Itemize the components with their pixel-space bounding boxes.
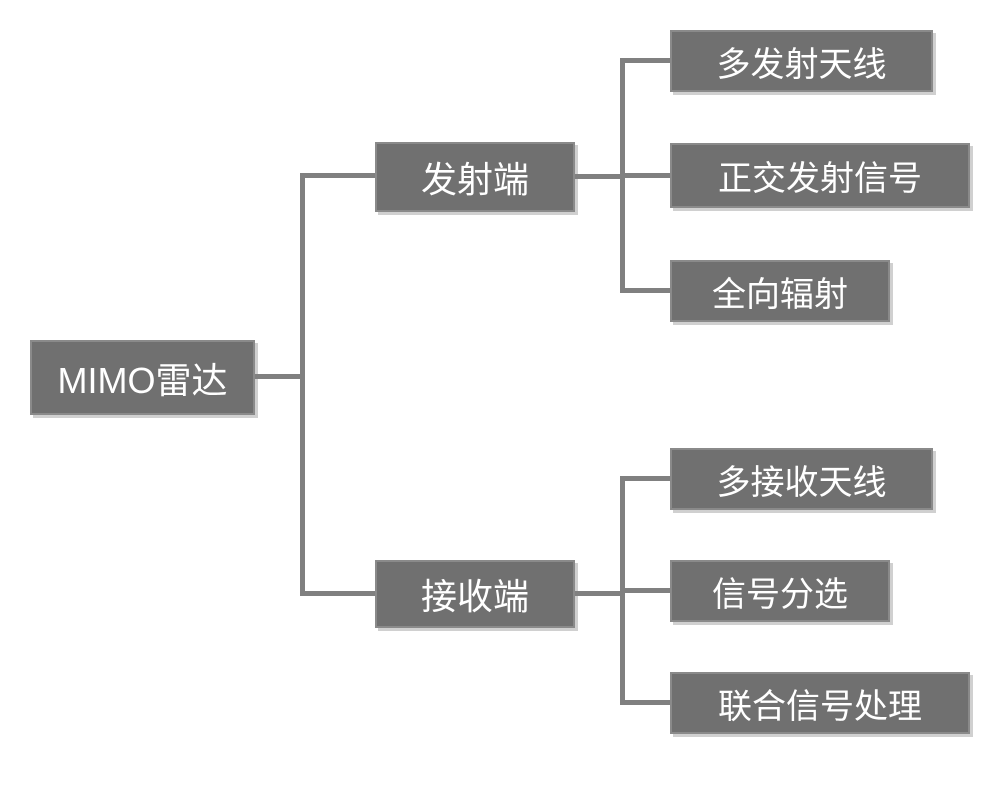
connector: [300, 591, 375, 596]
level2-node: 全向辐射: [670, 260, 890, 322]
connector: [575, 174, 625, 179]
connector: [620, 700, 670, 705]
level2-node: 联合信号处理: [670, 672, 970, 734]
connector: [575, 591, 625, 596]
connector: [300, 173, 305, 596]
level2-node: 信号分选: [670, 560, 890, 622]
root-node: MIMO雷达: [30, 340, 255, 415]
level2-node: 多接收天线: [670, 448, 933, 510]
connector: [300, 173, 375, 178]
connector: [620, 173, 670, 178]
level1-node: 发射端: [375, 142, 575, 212]
level2-node: 多发射天线: [670, 30, 933, 92]
connector: [620, 588, 670, 593]
connector: [620, 58, 670, 63]
connector: [620, 288, 670, 293]
connector: [620, 476, 670, 481]
level1-node: 接收端: [375, 560, 575, 628]
connector: [255, 374, 305, 379]
level2-node: 正交发射信号: [670, 143, 970, 208]
